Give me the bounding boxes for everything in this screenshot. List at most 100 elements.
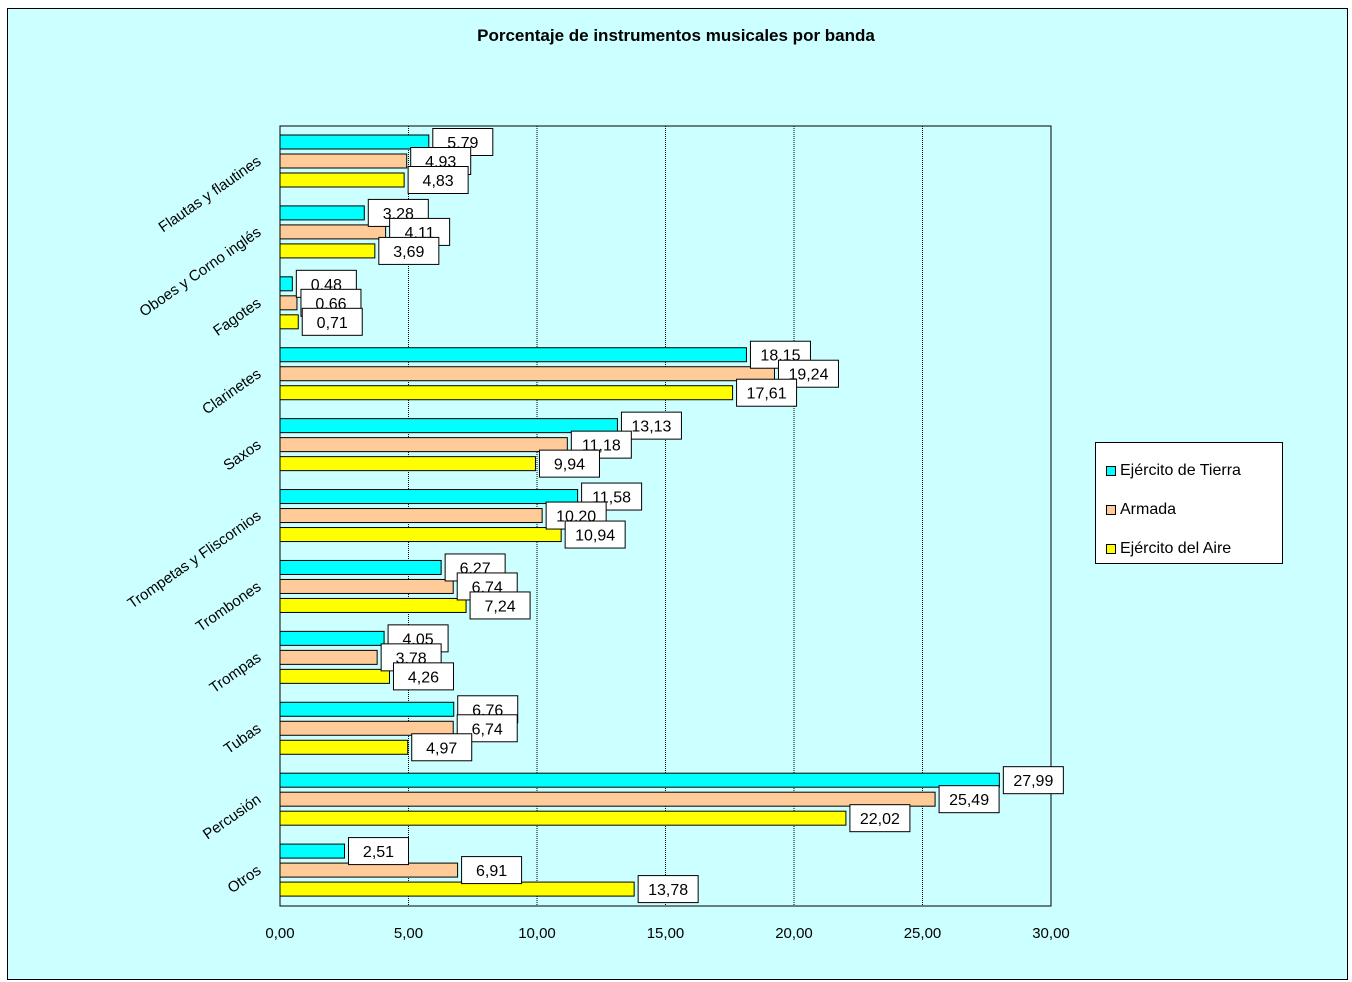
svg-text:13,78: 13,78 <box>648 882 688 899</box>
data-label: 27,99 <box>1002 766 1064 795</box>
svg-text:6,91: 6,91 <box>476 863 507 880</box>
svg-text:22,02: 22,02 <box>860 811 900 828</box>
bar <box>279 153 408 169</box>
bar <box>279 366 775 382</box>
x-tick-label: 15,00 <box>647 925 685 942</box>
data-label: 13,13 <box>620 411 682 440</box>
svg-text:13,13: 13,13 <box>631 419 671 436</box>
bar <box>279 843 346 859</box>
svg-text:27,99: 27,99 <box>1013 773 1053 790</box>
svg-text:7,24: 7,24 <box>484 598 515 615</box>
bar <box>279 489 579 505</box>
svg-text:6,74: 6,74 <box>472 721 503 738</box>
data-label: 2,51 <box>348 837 410 866</box>
bar <box>279 630 385 646</box>
legend-item-ejercito-del-aire: Ejército del Aire <box>1106 539 1231 559</box>
svg-text:4,83: 4,83 <box>423 173 454 190</box>
x-tick-labels: 0,00 5,00 10,00 15,00 20,00 25,00 30,00 <box>265 925 1069 942</box>
bar <box>279 172 405 188</box>
bars <box>279 134 1000 897</box>
x-tick-label: 0,00 <box>265 925 294 942</box>
bar <box>279 205 365 221</box>
legend-label: Ejército del Aire <box>1120 540 1232 557</box>
svg-text:10,94: 10,94 <box>575 528 615 545</box>
legend-swatch <box>1106 505 1116 515</box>
bar <box>279 295 298 311</box>
bar <box>279 347 747 363</box>
legend-swatch <box>1106 544 1116 554</box>
legend: Ejército de Tierra Armada Ejército del A… <box>1095 442 1283 564</box>
bar <box>279 243 376 259</box>
data-labels: 5,794,934,833,284,113,690,480,660,7118,1… <box>295 128 1064 904</box>
bar <box>279 739 409 755</box>
bar <box>279 134 430 150</box>
svg-text:2,51: 2,51 <box>363 844 394 861</box>
bar <box>279 701 455 717</box>
bar <box>279 649 378 665</box>
data-label: 6,91 <box>461 856 523 885</box>
data-label: 10,94 <box>564 520 626 549</box>
data-label: 17,61 <box>736 378 798 407</box>
svg-text:0,71: 0,71 <box>317 315 348 332</box>
svg-text:25,49: 25,49 <box>949 792 989 809</box>
data-label: 4,26 <box>392 662 454 691</box>
bar <box>279 597 467 613</box>
bar <box>279 881 635 897</box>
svg-text:3,69: 3,69 <box>393 244 424 261</box>
bar <box>279 791 936 807</box>
legend-item-armada: Armada <box>1106 500 1176 520</box>
bar <box>279 720 454 736</box>
bar <box>279 508 543 524</box>
chart-title: Porcentaje de instrumentos musicales por… <box>477 26 875 45</box>
legend-swatch <box>1106 466 1116 476</box>
data-label: 4,97 <box>411 733 473 762</box>
bar <box>279 810 847 826</box>
x-tick-label: 5,00 <box>394 925 423 942</box>
bar <box>279 385 734 401</box>
bar <box>279 578 454 594</box>
bar <box>279 668 390 684</box>
category-label: Saxos <box>220 436 264 474</box>
data-label: 25,49 <box>938 785 1000 814</box>
x-tick-label: 30,00 <box>1032 925 1070 942</box>
category-label: Trombones <box>193 578 264 635</box>
legend-item-ejercito-de-tierra: Ejército de Tierra <box>1106 461 1241 481</box>
data-label: 0,71 <box>301 307 363 336</box>
category-label: Flautas y flautines <box>156 153 265 236</box>
bar <box>279 559 442 575</box>
bar <box>279 314 299 330</box>
data-label: 11,18 <box>570 430 632 459</box>
data-label: 4,83 <box>407 166 469 194</box>
bar <box>279 862 459 878</box>
data-label: 3,69 <box>378 236 440 265</box>
data-label: 13,78 <box>637 875 699 904</box>
x-tick-label: 10,00 <box>518 925 556 942</box>
data-label: 7,24 <box>469 591 531 620</box>
svg-text:19,24: 19,24 <box>788 367 828 384</box>
x-tick-label: 20,00 <box>775 925 813 942</box>
svg-text:4,26: 4,26 <box>408 669 439 686</box>
category-label: Clarinetes <box>199 366 264 419</box>
svg-text:4,97: 4,97 <box>426 740 457 757</box>
legend-label: Ejército de Tierra <box>1120 462 1241 479</box>
bar <box>279 772 1000 788</box>
category-label: Percusión <box>200 791 264 843</box>
bar <box>279 418 618 434</box>
category-label: Otros <box>224 862 264 897</box>
x-tick-label: 25,00 <box>904 925 942 942</box>
category-label: Fagotes <box>210 295 264 340</box>
data-label: 22,02 <box>849 804 911 833</box>
bar <box>279 437 568 453</box>
category-label: Tubas <box>221 720 264 758</box>
legend-label: Armada <box>1120 501 1177 518</box>
bar <box>279 456 536 472</box>
svg-text:9,94: 9,94 <box>554 457 585 474</box>
bar <box>279 276 293 292</box>
bar <box>279 224 387 240</box>
svg-text:17,61: 17,61 <box>747 386 787 403</box>
category-label: Trompas <box>207 649 265 697</box>
data-label: 9,94 <box>538 449 600 478</box>
bar <box>279 527 562 543</box>
